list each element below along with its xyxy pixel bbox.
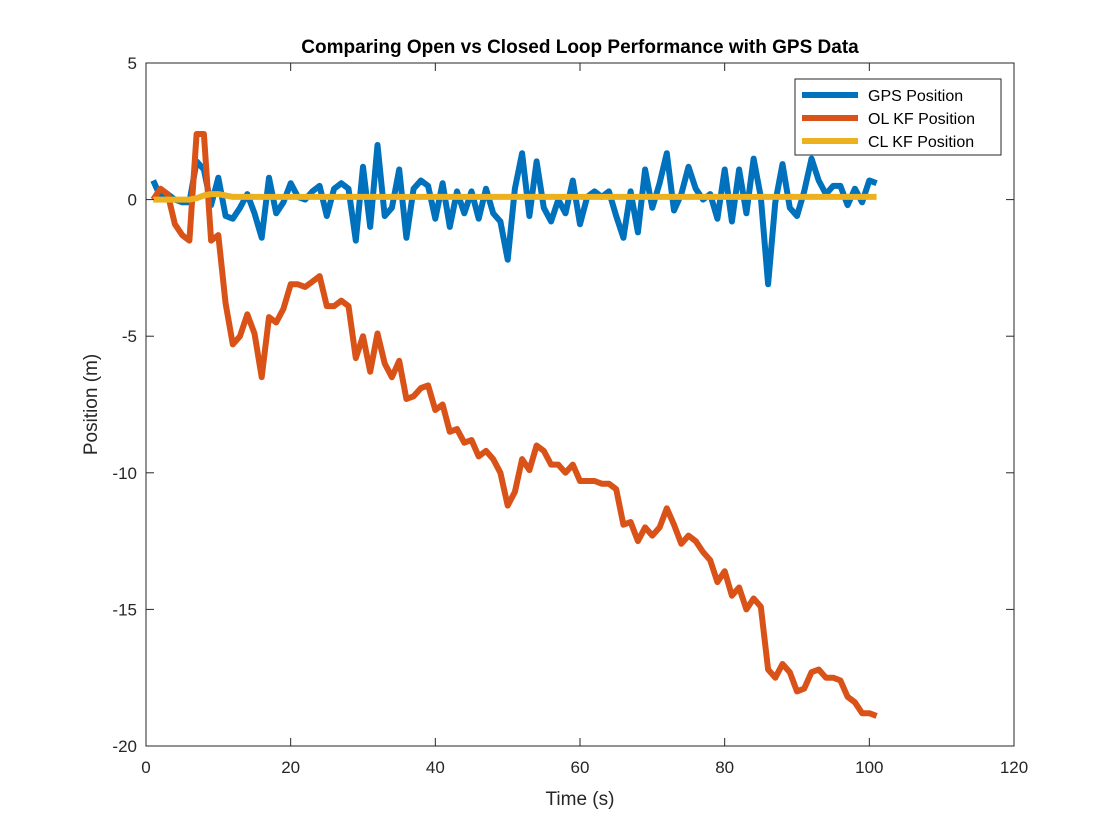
x-tick-label: 40 (426, 758, 445, 777)
y-tick-label: 0 (128, 191, 137, 210)
x-tick-label: 120 (1000, 758, 1028, 777)
legend: GPS Position OL KF Position CL KF Position (794, 78, 1002, 156)
legend-label-gps-position: GPS Position (868, 88, 963, 105)
series-line-ol-kf-position (150, 131, 878, 719)
x-tick-label: 20 (281, 758, 300, 777)
y-tick-label: -20 (112, 737, 137, 756)
y-tick-label: -5 (122, 327, 137, 346)
x-tick-label: 60 (571, 758, 590, 777)
series-layer (150, 131, 878, 719)
y-axis: -20 -15 -10 -5 0 5 (112, 54, 1014, 756)
y-tick-label: -10 (112, 464, 137, 483)
series-line-cl-kf-position (153, 191, 877, 203)
y-tick-label: 5 (128, 54, 137, 73)
y-tick-label: -15 (112, 600, 137, 619)
x-axis: 0 20 40 60 80 100 120 (141, 63, 1028, 777)
chart-title: Comparing Open vs Closed Loop Performanc… (301, 37, 859, 58)
x-tick-label: 100 (855, 758, 883, 777)
legend-label-ol-kf-position: OL KF Position (868, 111, 975, 128)
x-axis-label: Time (s) (546, 789, 615, 810)
legend-label-cl-kf-position: CL KF Position (868, 134, 974, 151)
series-line-gps-position (150, 142, 878, 288)
x-tick-label: 0 (141, 758, 150, 777)
plot-area (146, 63, 1014, 746)
x-tick-label: 80 (715, 758, 734, 777)
y-axis-label: Position (m) (81, 354, 102, 455)
